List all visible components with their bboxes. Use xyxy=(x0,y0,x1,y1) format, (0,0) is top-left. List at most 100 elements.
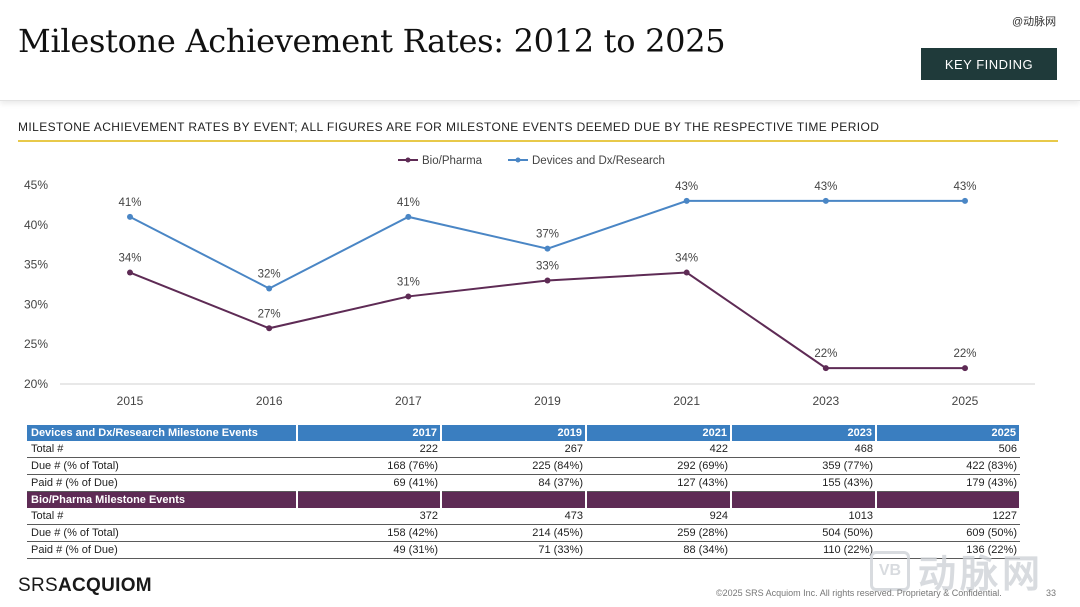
data-point xyxy=(822,365,829,372)
table-cell: 168 (76%) xyxy=(297,457,441,475)
row-label: Due # (% of Total) xyxy=(27,457,297,475)
table-cell: 372 xyxy=(297,508,441,525)
table-cell: 473 xyxy=(441,508,586,525)
year-header xyxy=(876,491,1021,508)
year-header xyxy=(297,491,442,508)
watermark-top: @动脉网 xyxy=(1012,16,1057,28)
logo-light: SRS xyxy=(18,575,58,596)
y-tick-label: 25% xyxy=(24,337,48,351)
data-point xyxy=(405,293,412,300)
section-title: Devices and Dx/Research Milestone Events xyxy=(27,425,298,441)
table-cell: 84 (37%) xyxy=(441,474,586,492)
data-label: 41% xyxy=(397,197,420,209)
table-cell: 69 (41%) xyxy=(297,474,441,492)
data-point xyxy=(962,365,968,372)
table-cell: 422 xyxy=(586,441,731,458)
x-tick-label: 2015 xyxy=(117,394,144,408)
table-cell: 88 (34%) xyxy=(586,541,731,559)
header: Milestone Achievement Rates: 2012 to 202… xyxy=(0,0,1080,101)
table-cell: 292 (69%) xyxy=(586,457,731,475)
data-label: 33% xyxy=(536,261,559,273)
table-cell: 359 (77%) xyxy=(731,457,876,475)
watermark-box-icon: VB xyxy=(870,550,910,591)
data-label: 37% xyxy=(536,229,559,241)
data-label: 32% xyxy=(258,268,281,280)
milestone-table: Devices and Dx/Research Milestone Events… xyxy=(27,425,1021,559)
table-section-header: Bio/Pharma Milestone Events xyxy=(27,491,1021,508)
x-tick-label: 2016 xyxy=(256,394,283,408)
row-label: Paid # (% of Due) xyxy=(27,541,297,559)
x-tick-label: 2019 xyxy=(534,394,561,408)
table-cell: 1013 xyxy=(731,508,876,525)
y-tick-label: 45% xyxy=(24,178,48,192)
page-title: Milestone Achievement Rates: 2012 to 202… xyxy=(18,22,726,60)
data-point xyxy=(683,269,690,276)
copyright-footer: ©2025 SRS Acquiom Inc. All rights reserv… xyxy=(716,588,1002,598)
table-cell: 71 (33%) xyxy=(441,541,586,559)
legend-marker xyxy=(405,157,411,163)
x-tick-label: 2017 xyxy=(395,394,422,408)
srs-acquiom-logo: SRSACQUIOM xyxy=(18,575,152,597)
table-cell: 506 xyxy=(876,441,1020,458)
table-cell: 225 (84%) xyxy=(441,457,586,475)
data-label: 43% xyxy=(814,181,837,193)
data-label: 43% xyxy=(953,181,976,193)
table-row: Due # (% of Total) 158 (42%) 214 (45%) 259 … xyxy=(27,524,1020,542)
table-cell: 422 (83%) xyxy=(876,457,1020,475)
series-line xyxy=(129,199,965,290)
data-point xyxy=(822,197,829,204)
table-cell: 214 (45%) xyxy=(441,524,586,542)
year-header: 2019 xyxy=(441,425,587,441)
table-cell: 158 (42%) xyxy=(297,524,441,542)
legend-label: Devices and Dx/Research xyxy=(532,155,665,167)
x-tick-label: 2025 xyxy=(952,394,979,408)
data-point xyxy=(266,285,273,292)
data-label: 31% xyxy=(397,276,420,288)
legend-label: Bio/Pharma xyxy=(422,155,483,167)
row-label: Total # xyxy=(27,441,297,458)
table-cell: 110 (22%) xyxy=(731,541,876,559)
table-cell: 468 xyxy=(731,441,876,458)
x-tick-label: 2021 xyxy=(673,394,700,408)
table-cell: 924 xyxy=(586,508,731,525)
table-row: Paid # (% of Due) 49 (31%) 71 (33%) 88 (34%… xyxy=(27,541,1020,559)
data-label: 27% xyxy=(258,308,281,320)
subtitle-divider xyxy=(18,140,1058,142)
row-label: Total # xyxy=(27,508,297,525)
table-cell: 267 xyxy=(441,441,586,458)
table-cell: 504 (50%) xyxy=(731,524,876,542)
data-point xyxy=(544,245,551,252)
y-tick-label: 30% xyxy=(24,297,48,311)
year-header: 2023 xyxy=(731,425,877,441)
y-tick-label: 40% xyxy=(24,218,48,232)
data-label: 34% xyxy=(118,253,141,265)
data-point xyxy=(266,325,273,332)
table-cell: 179 (43%) xyxy=(876,474,1020,492)
table-row: Total #372 473 924 1013 1227 xyxy=(27,508,1020,525)
table-row: Due # (% of Total) 168 (76%) 225 (84%) 292 … xyxy=(27,457,1020,475)
table-row: Total #222 267 422 468 506 xyxy=(27,441,1020,458)
watermark-text: 动脉网 xyxy=(918,554,1045,596)
data-label: 41% xyxy=(118,197,141,209)
data-point xyxy=(544,277,551,284)
section-title: Bio/Pharma Milestone Events xyxy=(27,491,298,508)
data-label: 22% xyxy=(953,348,976,360)
watermark-logo: VB 动脉网 xyxy=(870,543,1044,598)
year-header xyxy=(441,491,587,508)
y-tick-label: 20% xyxy=(24,377,48,391)
series-line xyxy=(129,271,965,370)
chart-subtitle: MILESTONE ACHIEVEMENT RATES BY EVENT; AL… xyxy=(18,120,880,134)
row-label: Paid # (% of Due) xyxy=(27,474,297,492)
table-cell: 155 (43%) xyxy=(731,474,876,492)
row-label: Due # (% of Total) xyxy=(27,524,297,542)
data-label: 43% xyxy=(675,181,698,193)
data-point xyxy=(683,197,690,204)
data-point xyxy=(405,213,412,220)
year-header xyxy=(731,491,877,508)
line-chart: 20% 25% 30% 35% 40% 45% 2015 2016 2017 2019 2021 20… xyxy=(24,155,1035,408)
table-row: Paid # (% of Due) 69 (41%) 84 (37%) 127 (43… xyxy=(27,474,1020,492)
key-finding-badge: KEY FINDING xyxy=(921,48,1057,80)
table-cell: 259 (28%) xyxy=(586,524,731,542)
data-label: 34% xyxy=(675,253,698,265)
data-point xyxy=(962,197,968,204)
